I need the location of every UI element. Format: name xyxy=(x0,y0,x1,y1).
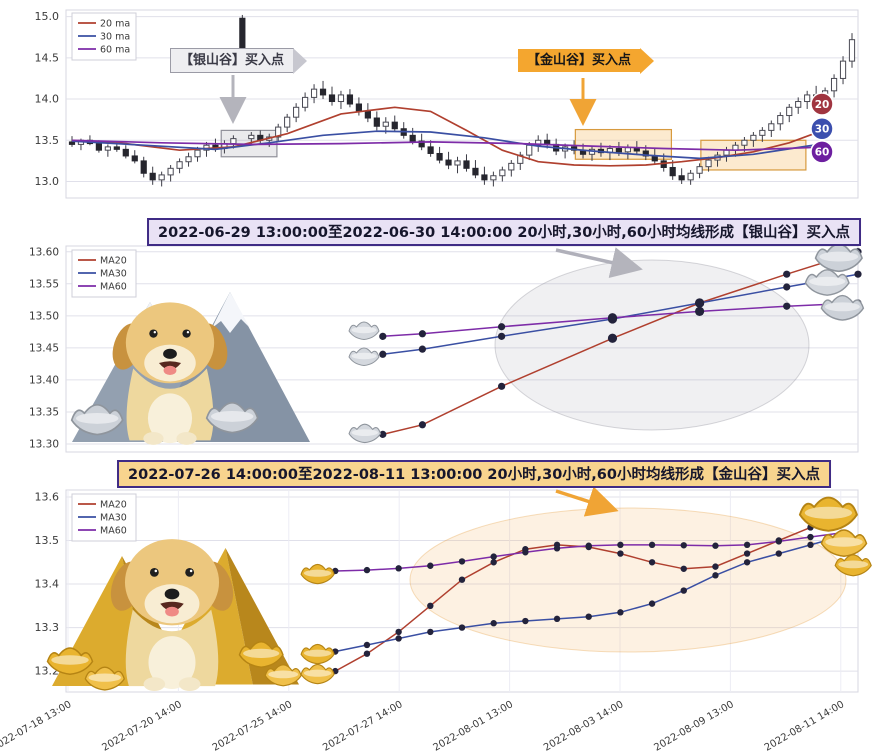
date-axis-labels: 2022-07-18 13:00 2022-07-20 14:00 2022-07-… xyxy=(0,699,846,754)
svg-text:13.3: 13.3 xyxy=(35,621,60,634)
svg-text:13.40: 13.40 xyxy=(29,374,59,386)
gold-buy-point-label: 【金山谷】买入点 xyxy=(527,53,632,68)
svg-text:13.6: 13.6 xyxy=(35,490,60,503)
svg-text:13.55: 13.55 xyxy=(29,278,59,290)
svg-text:MA20: MA20 xyxy=(100,499,127,510)
svg-text:30 ma: 30 ma xyxy=(100,31,130,42)
price-axis-grid: 15.0 14.5 14.0 13.5 13.0 xyxy=(35,9,859,199)
svg-text:20: 20 xyxy=(815,99,830,111)
silver-legend: MA20 MA30 MA60 xyxy=(71,249,137,298)
svg-text:13.60: 13.60 xyxy=(29,246,59,258)
silver-valley-caption: 2022-06-29 13:00:00至2022-06-30 14:00:00 … xyxy=(147,218,861,246)
svg-text:13.4: 13.4 xyxy=(35,578,60,591)
svg-text:MA20: MA20 xyxy=(100,255,127,266)
svg-text:2022-07-25 14:00: 2022-07-25 14:00 xyxy=(211,699,295,754)
svg-text:13.0: 13.0 xyxy=(35,175,60,188)
svg-text:14.0: 14.0 xyxy=(35,93,60,106)
silver-buy-point-label: 【银山谷】买入点 xyxy=(180,53,285,68)
svg-text:13.5: 13.5 xyxy=(35,534,60,547)
svg-text:60 ma: 60 ma xyxy=(100,44,130,55)
svg-text:2022-08-09 13:00: 2022-08-09 13:00 xyxy=(652,699,736,754)
ma-period-badges: 20 30 60 xyxy=(810,92,834,164)
svg-text:30: 30 xyxy=(815,124,830,136)
svg-text:13.50: 13.50 xyxy=(29,310,59,322)
svg-text:MA30: MA30 xyxy=(100,512,127,523)
silver-valley-chart: 13.60 13.55 13.50 13.45 13.40 13.35 13.30 MA20… xyxy=(29,243,865,453)
svg-text:20 ma: 20 ma xyxy=(100,18,130,29)
svg-text:13.5: 13.5 xyxy=(35,134,60,147)
svg-text:2022-08-01 13:00: 2022-08-01 13:00 xyxy=(432,699,516,754)
gold-valley-caption: 2022-07-26 14:00:00至2022-08-11 13:00:00 … xyxy=(117,460,831,488)
gold-ma-lines xyxy=(332,515,846,675)
svg-text:15.0: 15.0 xyxy=(35,10,60,23)
svg-text:MA60: MA60 xyxy=(100,525,127,536)
ma30-line xyxy=(71,130,826,160)
silver-crossing-highlight xyxy=(494,259,810,431)
silver-ma-lines xyxy=(379,248,862,438)
svg-text:2022-07-27 14:00: 2022-07-27 14:00 xyxy=(321,699,405,754)
svg-text:13.35: 13.35 xyxy=(29,406,59,418)
svg-text:2022-08-03 14:00: 2022-08-03 14:00 xyxy=(542,699,626,754)
silver-caption-arrow-icon xyxy=(555,247,643,278)
gold-caption-arrow-icon xyxy=(555,486,619,517)
gold-legend: MA20 MA30 MA60 xyxy=(71,493,137,542)
silver-buy-point-flag: 【银山谷】买入点 xyxy=(170,47,308,74)
svg-text:2022-07-20 14:00: 2022-07-20 14:00 xyxy=(100,699,184,754)
svg-text:2022-07-18 13:00: 2022-07-18 13:00 xyxy=(0,699,73,754)
svg-text:MA30: MA30 xyxy=(100,268,127,279)
gold-buy-point-flag: 【金山谷】买入点 xyxy=(518,47,655,74)
svg-text:13.30: 13.30 xyxy=(29,438,59,450)
svg-text:60: 60 xyxy=(815,147,830,159)
svg-text:MA60: MA60 xyxy=(100,281,127,292)
ma-legend: 20 ma 30 ma 60 ma xyxy=(71,12,137,61)
gold-crossing-highlight xyxy=(409,507,847,653)
svg-text:13.45: 13.45 xyxy=(29,342,59,354)
ma60-line xyxy=(71,139,826,152)
svg-text:14.5: 14.5 xyxy=(35,51,60,64)
svg-text:2022-08-11 14:00: 2022-08-11 14:00 xyxy=(763,699,847,754)
candlestick-chart: 15.0 14.5 14.0 13.5 13.0 20 30 60 20 ma 30 ma 60… xyxy=(35,9,859,199)
